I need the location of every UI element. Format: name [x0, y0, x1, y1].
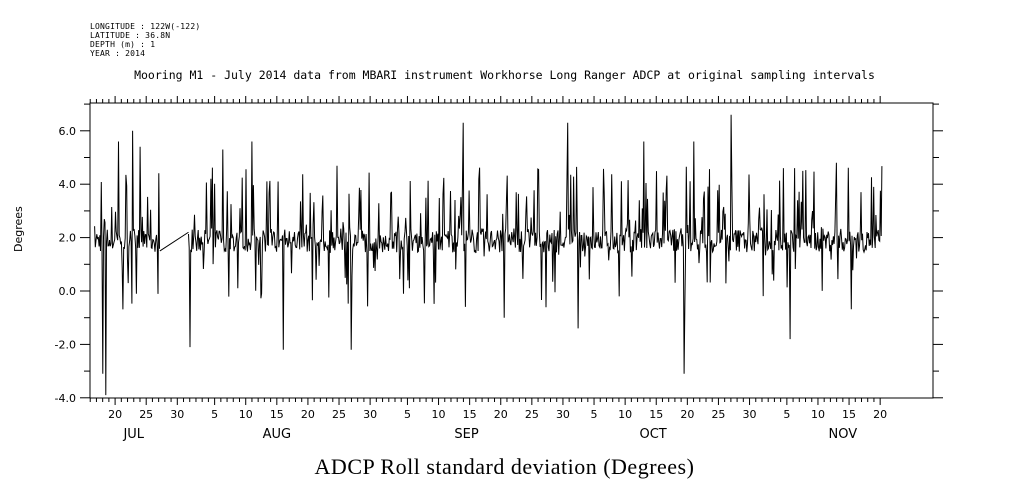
y-tick-label: -4.0: [55, 392, 76, 405]
chart-title: Mooring M1 - July 2014 data from MBARI i…: [134, 68, 875, 82]
month-label: JUL: [122, 427, 144, 442]
x-tick-label: 10: [811, 408, 825, 421]
x-tick-label: 30: [743, 408, 757, 421]
y-tick-label: 2.0: [59, 232, 77, 245]
meta-longitude: LONGITUDE : 122W(-122): [90, 22, 201, 31]
month-label: NOV: [829, 427, 858, 442]
meta-latitude: LATITUDE : 36.8N: [90, 31, 171, 40]
meta-year: YEAR : 2014: [90, 49, 146, 58]
y-tick-label: 6.0: [59, 125, 77, 138]
x-tick-label: 5: [211, 408, 218, 421]
x-tick-label: 20: [108, 408, 122, 421]
month-label: OCT: [639, 427, 666, 442]
meta-depth: DEPTH (m) : 1: [90, 40, 156, 49]
x-tick-label: 25: [525, 408, 539, 421]
x-tick-label: 20: [301, 408, 315, 421]
x-tick-label: 15: [842, 408, 856, 421]
x-tick-label: 5: [404, 408, 411, 421]
month-label: AUG: [263, 427, 291, 442]
x-tick-label: 20: [494, 408, 508, 421]
x-tick-label: 5: [783, 408, 790, 421]
x-tick-label: 15: [270, 408, 284, 421]
y-tick-label: -2.0: [55, 338, 76, 351]
series-line-main: [188, 114, 883, 374]
y-tick-label: 4.0: [59, 178, 77, 191]
month-label: SEP: [454, 427, 478, 442]
x-tick-label: 10: [618, 408, 632, 421]
y-tick-label: 0.0: [59, 285, 77, 298]
x-tick-label: 20: [873, 408, 887, 421]
variable-title: ADCP Roll standard deviation (Degrees): [314, 454, 695, 479]
x-tick-label: 25: [139, 408, 153, 421]
metadata-block: LONGITUDE : 122W(-122) LATITUDE : 36.8N …: [90, 22, 200, 58]
series-gap-line: [159, 231, 189, 252]
plot-frame: [89, 102, 934, 399]
x-tick-label: 25: [711, 408, 725, 421]
x-tick-label: 15: [649, 408, 663, 421]
x-tick-label: 15: [463, 408, 477, 421]
x-tick-label: 25: [332, 408, 346, 421]
x-tick-label: 10: [239, 408, 253, 421]
x-tick-label: 30: [170, 408, 184, 421]
series-line-jul: [94, 130, 160, 396]
x-tick-label: 5: [591, 408, 598, 421]
x-tick-label: 20: [680, 408, 694, 421]
x-tick-label: 30: [363, 408, 377, 421]
x-tick-label: 30: [556, 408, 570, 421]
x-tick-label: 10: [432, 408, 446, 421]
